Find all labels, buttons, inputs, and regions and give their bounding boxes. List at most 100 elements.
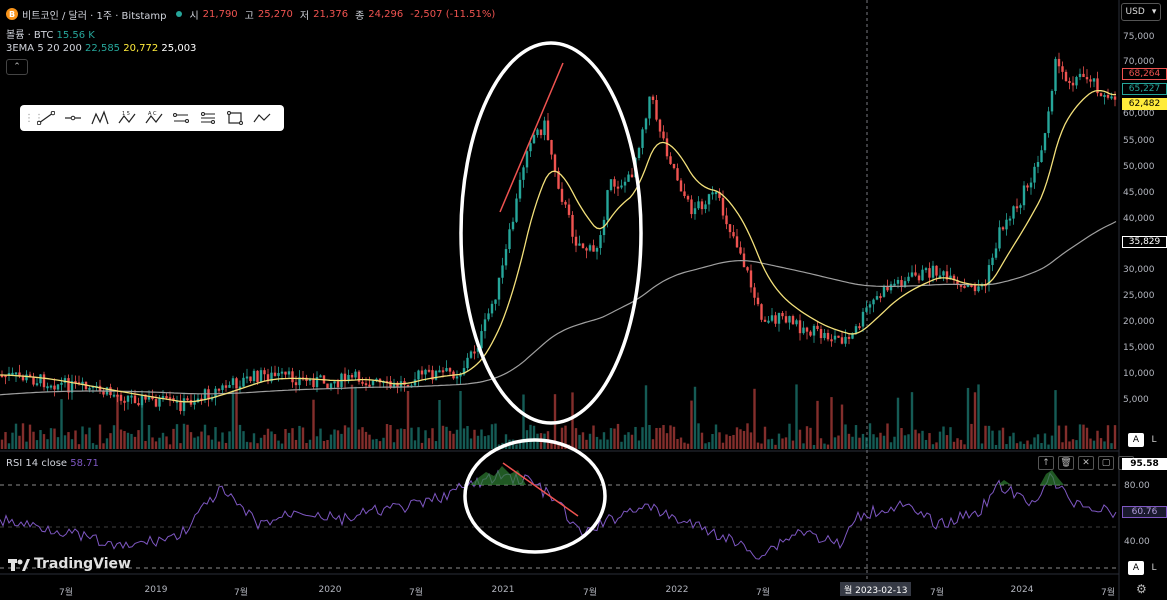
volume-bar [112, 425, 116, 449]
toolbar-grip-icon[interactable]: ⋮⋮ [24, 112, 44, 124]
volume-bar [4, 432, 7, 449]
log-scale-button-bottom[interactable]: L [1151, 563, 1157, 573]
rsi-pane-controls: ↑ 🗑 ✕ ▢ ▾ [1038, 456, 1134, 470]
candle [872, 299, 875, 305]
move-pane-up-button[interactable]: ↑ [1038, 456, 1054, 470]
volume-bar [287, 432, 291, 449]
abcd-pattern-tool[interactable]: 1 5 [113, 107, 140, 129]
volume-bar [207, 435, 210, 449]
candle [25, 374, 28, 381]
horizontal-ray-tool[interactable] [59, 107, 86, 129]
volume-bar [630, 434, 634, 449]
auto-scale-button[interactable]: A [1128, 433, 1144, 447]
volume-bars [0, 384, 1117, 449]
volume-bar [245, 441, 249, 449]
volume-bar [410, 427, 413, 449]
candle [284, 371, 287, 375]
volume-bar [322, 440, 326, 449]
currency-value: USD [1125, 7, 1145, 17]
trend-line-icon [36, 111, 55, 125]
maximize-pane-button[interactable]: ▢ [1098, 456, 1114, 470]
rsi-axis-40: 40.00 [1124, 537, 1150, 547]
candle [707, 194, 711, 205]
volume-bar [420, 442, 424, 449]
candle [319, 375, 322, 378]
volume-bar [595, 436, 599, 449]
volume-bar [189, 432, 193, 449]
candle [585, 248, 588, 251]
candle [126, 395, 130, 402]
delete-pane-button[interactable]: 🗑 [1058, 456, 1074, 470]
candle [1064, 71, 1068, 81]
candle [165, 396, 168, 399]
range-tool[interactable] [194, 107, 221, 129]
candle [970, 284, 973, 287]
volume-bar [571, 392, 574, 449]
time-axis-label: 7월 [582, 588, 598, 598]
candle [168, 397, 172, 400]
candle [571, 214, 574, 237]
low-value: 21,376 [313, 8, 349, 20]
volume-bar [308, 439, 312, 449]
volume-bar [690, 400, 693, 449]
volume-legend[interactable]: 볼륨 · BTC 15.56 K [6, 26, 95, 41]
volume-bar [823, 443, 826, 449]
candle [809, 331, 812, 336]
candle [63, 378, 67, 383]
volume-bar [193, 437, 196, 449]
candle [816, 325, 819, 329]
settings-gear-icon[interactable]: ⚙ [1136, 582, 1147, 596]
volume-bar [672, 426, 676, 449]
volume-bar [651, 439, 655, 449]
volume-bar [756, 442, 760, 449]
collapse-legend-button[interactable]: ⌃ [6, 59, 28, 75]
auto-scale-button-bottom[interactable]: A [1128, 561, 1144, 575]
volume-bar [49, 428, 53, 449]
candle [112, 394, 116, 397]
candle [651, 96, 655, 101]
collapse-pane-button[interactable]: ✕ [1078, 456, 1094, 470]
trend-line-tool[interactable] [32, 107, 59, 129]
rectangle-tool[interactable] [221, 107, 248, 129]
candle [536, 129, 539, 136]
currency-select[interactable]: USD ▾ [1121, 3, 1161, 21]
symbol-title[interactable]: 비트코인 / 달러 · 1주 · Bitstamp [22, 10, 167, 22]
candle [539, 129, 543, 136]
parallel-channel-tool[interactable] [167, 107, 194, 129]
price-tag: 35,829 [1122, 236, 1167, 248]
price-tag: 68,264 [1122, 68, 1167, 80]
volume-bar [1092, 440, 1096, 449]
price-axis-label: 30,000 [1123, 265, 1155, 275]
candle [315, 377, 319, 388]
volume-bar [858, 437, 861, 449]
rsi-legend[interactable]: RSI 14 close 58.71 [6, 458, 99, 469]
candle [567, 204, 571, 215]
volume-bar [613, 428, 616, 449]
volume-bar [1068, 441, 1071, 449]
volume-bar [102, 443, 105, 449]
volume-bar [585, 439, 588, 449]
candle [154, 399, 158, 407]
candle [627, 174, 630, 182]
candle [739, 247, 742, 254]
candle [280, 371, 284, 374]
candle [1057, 58, 1061, 67]
volume-bar [140, 404, 144, 449]
price-axis-label: 5,000 [1123, 395, 1149, 405]
time-axis-label: 7월 [58, 588, 74, 598]
tradingview-logo[interactable]: TradingView [8, 556, 131, 572]
candle [67, 378, 70, 393]
ema-legend[interactable]: 3EMA 5 20 200 22,585 20,772 25,003 [6, 43, 196, 54]
volume-bar [935, 442, 938, 449]
path-tool[interactable] [248, 107, 275, 129]
log-scale-button[interactable]: L [1151, 435, 1157, 445]
candle [364, 383, 368, 386]
xabcd-pattern-tool[interactable]: A C [140, 107, 167, 129]
volume-bar [847, 433, 851, 449]
volume-bar [84, 434, 88, 449]
candle [770, 315, 774, 321]
volume-bar [1029, 444, 1033, 449]
pattern-tool[interactable] [86, 107, 113, 129]
volume-bar [1022, 443, 1026, 449]
